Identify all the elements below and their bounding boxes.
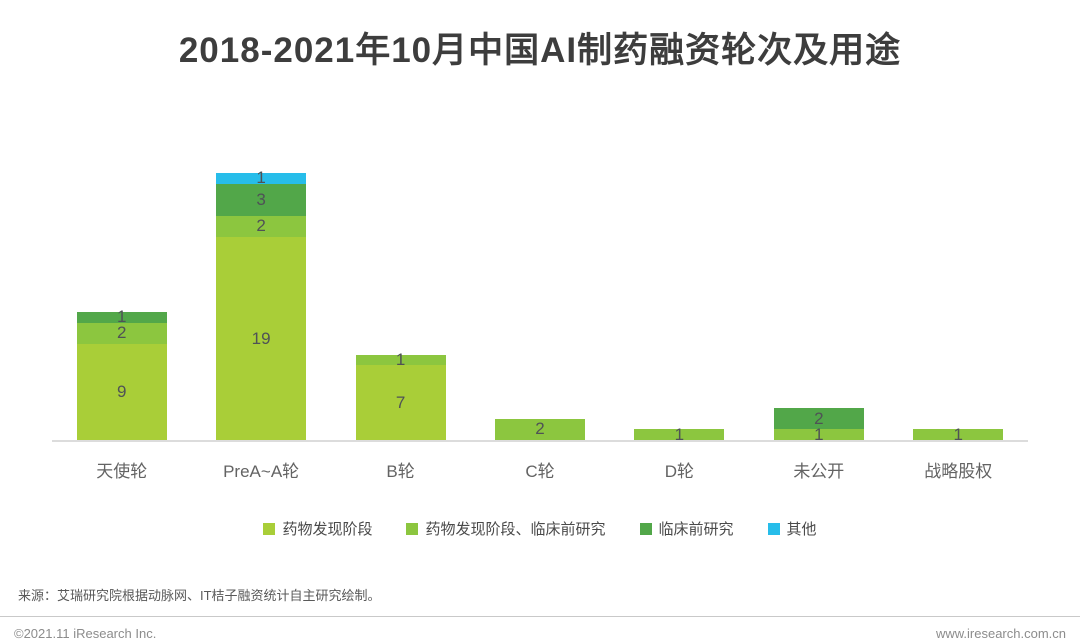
x-axis-labels: 天使轮 PreA~A轮 B轮 C轮 D轮 未公开 战略股权 xyxy=(52,457,1028,482)
bar-segment: 1 xyxy=(355,351,446,368)
legend-label: 药物发现阶段 xyxy=(282,521,373,538)
legend-item: 临床前研究 xyxy=(639,518,734,539)
legend-label: 临床前研究 xyxy=(658,521,734,538)
legend-label: 药物发现阶段、临床前研究 xyxy=(425,521,606,538)
bar-column: 2 xyxy=(470,418,609,440)
bar-column: 1 xyxy=(889,426,1028,443)
x-axis-tick-label: D轮 xyxy=(664,462,695,481)
bar-segment: 7 xyxy=(355,365,446,440)
legend-item: 药物发现阶段、临床前研究 xyxy=(406,518,606,539)
x-axis-tick-label: B轮 xyxy=(386,462,415,481)
bar-segment: 2 xyxy=(216,215,307,238)
bar-stack: 1 xyxy=(634,426,725,443)
bar-column: 1 xyxy=(610,426,749,443)
x-axis-tick-label: C轮 xyxy=(525,462,555,481)
bar-segment: 19 xyxy=(216,237,307,440)
bar-segment: 2 xyxy=(76,322,167,344)
legend-swatch-icon xyxy=(406,522,419,535)
legend-label: 其他 xyxy=(786,521,817,538)
bar-segment: 3 xyxy=(216,183,307,216)
bar-segment: 9 xyxy=(76,343,167,440)
footer-divider xyxy=(0,616,1080,617)
chart-title: 2018-2021年10月中国AI制药融资轮次及用途 xyxy=(178,31,902,70)
legend-swatch-icon xyxy=(263,522,276,535)
bar-stack: 19 2 3 1 xyxy=(216,169,307,440)
chart-area: 9 2 1 19 2 3 1 7 1 2 1 1 2 1 天使轮 PreA~A轮 B轮 C轮 D轮 未公开 战略股权 … xyxy=(52,169,1028,539)
source-note: 来源：艾瑞研究院根据动脉网、IT桔子融资统计自主研究绘制。 xyxy=(18,588,381,603)
x-axis-tick-label: PreA~A轮 xyxy=(223,462,300,481)
legend-item: 其他 xyxy=(767,518,817,539)
bar-segment: 1 xyxy=(216,169,307,186)
x-axis-tick-label: 战略股权 xyxy=(924,462,993,481)
website-url: www.iresearch.com.cn xyxy=(935,626,1066,641)
legend-item: 药物发现阶段 xyxy=(263,518,372,539)
bar-column: 19 2 3 1 xyxy=(191,169,330,440)
x-axis-tick-label: 天使轮 xyxy=(96,462,148,481)
footer: ©2021.11 iResearch Inc. www.iresearch.co… xyxy=(0,617,1080,641)
bar-segment: 1 xyxy=(773,426,864,443)
legend-swatch-icon xyxy=(767,522,780,535)
bars: 9 2 1 19 2 3 1 7 1 2 1 1 2 1 xyxy=(52,169,1028,443)
bar-stack: 1 xyxy=(913,426,1004,443)
bar-stack: 2 xyxy=(494,418,585,440)
legend-swatch-icon xyxy=(639,522,652,535)
bar-segment: 1 xyxy=(913,426,1004,443)
copyright-text: ©2021.11 iResearch Inc. xyxy=(14,626,157,641)
bar-segment: 1 xyxy=(634,426,725,443)
bar-segment: 1 xyxy=(76,308,167,325)
legend: 药物发现阶段 药物发现阶段、临床前研究 临床前研究 其他 xyxy=(52,518,1028,539)
x-axis-tick-label: 未公开 xyxy=(793,462,845,481)
bar-segment: 2 xyxy=(773,407,864,430)
bar-segment: 2 xyxy=(494,418,585,440)
